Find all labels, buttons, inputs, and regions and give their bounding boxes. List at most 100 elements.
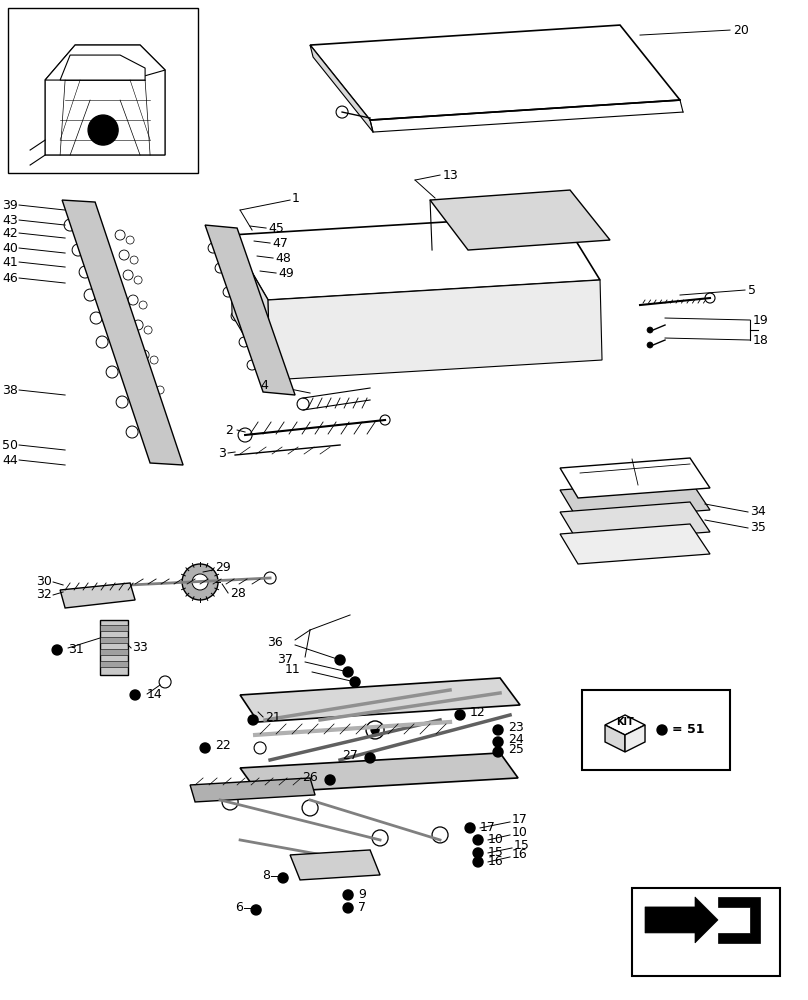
Circle shape (366, 721, 384, 739)
Bar (8, 8, 198, 173)
Circle shape (647, 465, 653, 471)
Circle shape (647, 342, 653, 348)
Text: 1: 1 (292, 192, 300, 205)
Circle shape (128, 295, 138, 305)
Text: 10: 10 (488, 833, 504, 846)
Text: 48: 48 (275, 252, 291, 265)
Circle shape (106, 366, 118, 378)
Circle shape (116, 396, 128, 408)
Circle shape (208, 243, 218, 253)
Text: 37: 37 (277, 653, 293, 666)
Circle shape (247, 360, 257, 370)
Text: 12: 12 (470, 706, 486, 719)
Text: 7: 7 (358, 901, 366, 914)
Polygon shape (230, 215, 600, 300)
Text: 25: 25 (508, 743, 524, 756)
Text: 3: 3 (218, 447, 226, 460)
Polygon shape (268, 280, 602, 380)
Circle shape (215, 263, 225, 273)
Circle shape (156, 386, 164, 394)
Polygon shape (645, 897, 718, 943)
Polygon shape (60, 583, 135, 608)
Circle shape (264, 572, 276, 584)
Circle shape (278, 873, 288, 883)
Circle shape (144, 326, 152, 334)
Circle shape (335, 695, 345, 705)
Circle shape (705, 293, 715, 303)
Circle shape (84, 289, 96, 301)
Circle shape (238, 428, 252, 442)
Circle shape (150, 356, 158, 364)
Circle shape (256, 313, 266, 323)
Circle shape (346, 851, 364, 869)
Circle shape (182, 564, 218, 600)
Text: = 51: = 51 (672, 723, 705, 736)
Text: 10: 10 (512, 826, 528, 839)
Bar (100, 661, 128, 667)
Text: 28: 28 (230, 587, 246, 600)
Text: 9: 9 (358, 888, 366, 901)
Circle shape (251, 905, 261, 915)
Text: 4: 4 (260, 379, 268, 392)
Circle shape (343, 903, 353, 913)
Circle shape (264, 339, 274, 349)
Circle shape (275, 343, 283, 351)
Text: KIT: KIT (617, 717, 634, 727)
Circle shape (449, 695, 459, 705)
Circle shape (493, 747, 503, 757)
Text: 50: 50 (2, 439, 18, 452)
Circle shape (657, 725, 667, 735)
Circle shape (231, 311, 241, 321)
Circle shape (295, 695, 305, 705)
Circle shape (248, 289, 258, 299)
Polygon shape (605, 715, 645, 735)
Circle shape (265, 255, 275, 265)
Circle shape (259, 293, 267, 301)
Circle shape (72, 244, 84, 256)
Text: 20: 20 (733, 24, 749, 37)
Text: 6: 6 (235, 901, 243, 914)
Text: 46: 46 (2, 272, 18, 285)
Circle shape (52, 645, 62, 655)
Text: 30: 30 (36, 575, 52, 588)
Circle shape (473, 835, 483, 845)
Text: 27: 27 (343, 749, 358, 762)
Circle shape (682, 461, 688, 467)
Text: 14: 14 (147, 688, 163, 701)
Bar (100, 620, 128, 675)
Circle shape (248, 715, 258, 725)
Text: 34: 34 (750, 505, 766, 518)
Bar (632, 888, 780, 976)
Circle shape (126, 426, 138, 438)
Text: 44: 44 (2, 454, 18, 467)
Polygon shape (310, 25, 680, 120)
Circle shape (133, 320, 143, 330)
Polygon shape (560, 458, 710, 498)
Circle shape (126, 236, 134, 244)
Bar (100, 637, 128, 643)
Circle shape (302, 800, 318, 816)
Circle shape (115, 230, 125, 240)
Text: 21: 21 (265, 711, 281, 724)
Polygon shape (240, 678, 520, 722)
Circle shape (240, 265, 250, 275)
Text: 2: 2 (225, 424, 233, 437)
Circle shape (465, 823, 475, 833)
Bar (582, 690, 730, 770)
Text: 47: 47 (272, 237, 288, 250)
Circle shape (380, 415, 390, 425)
Text: 15: 15 (514, 839, 530, 852)
Circle shape (371, 726, 379, 734)
Circle shape (90, 312, 102, 324)
Text: 33: 33 (132, 641, 148, 654)
Circle shape (432, 827, 448, 843)
Circle shape (301, 856, 319, 874)
Circle shape (283, 366, 291, 374)
Bar (100, 625, 128, 631)
Polygon shape (230, 235, 270, 380)
Text: 16: 16 (488, 855, 504, 868)
Text: 38: 38 (2, 384, 18, 397)
Circle shape (139, 301, 147, 309)
Circle shape (253, 243, 263, 253)
Circle shape (244, 249, 252, 257)
